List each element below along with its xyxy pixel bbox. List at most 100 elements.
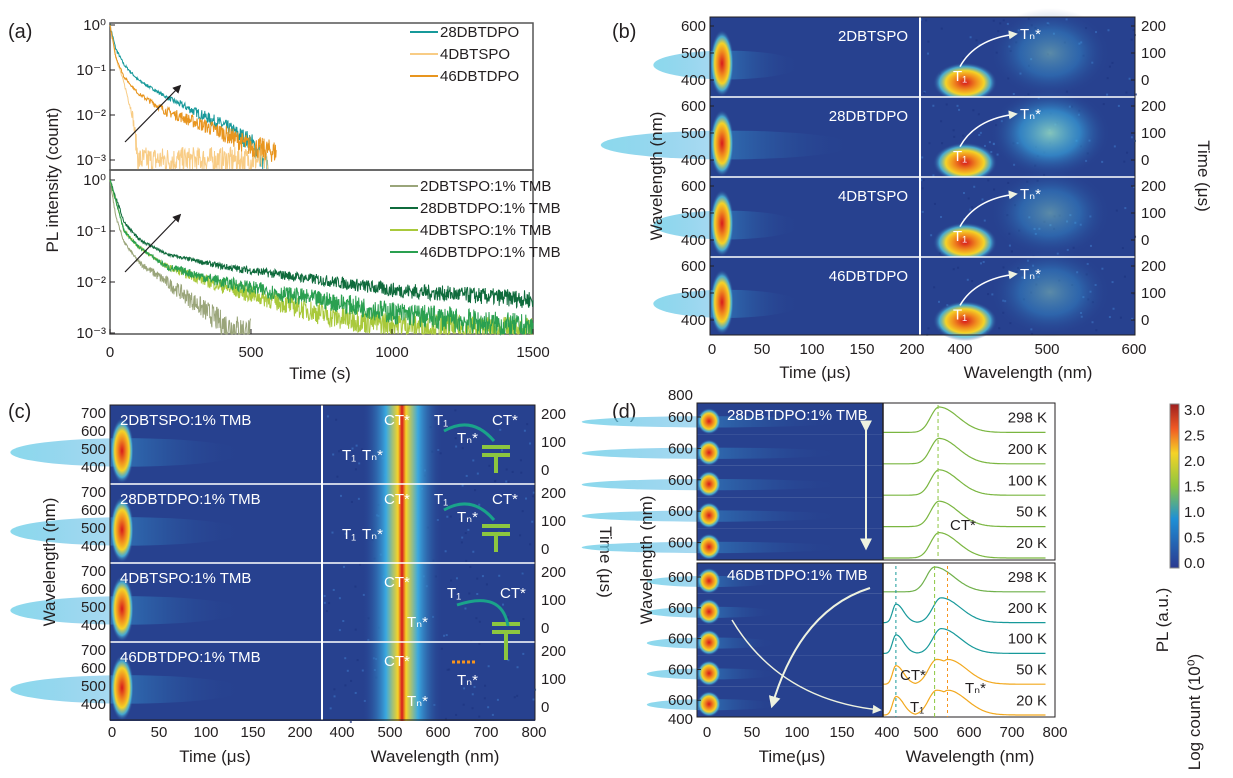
heatmap-noise [927, 40, 930, 43]
heatmap-t1-emission [933, 62, 997, 103]
heatmap-noise [476, 577, 479, 580]
spectrum-line [883, 532, 1046, 559]
heatmap-noise [354, 585, 357, 588]
heatmap-noise [443, 634, 446, 637]
colorbar-title: PL (a.u.) [1153, 588, 1172, 653]
y-tick-label-right: 0 [1141, 312, 1149, 329]
transition-arrow [959, 190, 1018, 227]
y-tick-label: 500 [81, 599, 106, 616]
spectrum-line [883, 406, 1046, 433]
heatmap-noise [921, 187, 924, 190]
heatmap-noise [966, 278, 969, 281]
heatmap-noise [987, 179, 990, 182]
spectrum-cell [883, 563, 1055, 594]
y-tick-label: 500 [81, 441, 106, 458]
heatmap-hotspot [697, 598, 721, 625]
heatmap-noise [474, 489, 477, 492]
x-axis-title-right: Wavelength (nm) [964, 363, 1093, 382]
temperature-label: 100 K [1008, 472, 1047, 489]
heatmap-noise [980, 262, 983, 265]
y-tick-label: 400 [681, 312, 706, 329]
heatmap-noise [344, 532, 347, 535]
y-tick-label: 10⁰ [83, 17, 106, 34]
y-tick-label-right: 0 [541, 541, 549, 558]
y-axis-title: Wavelength (nm) [637, 496, 656, 625]
heatmap-noise [987, 293, 990, 296]
row-label: 2DBTSPO:1% TMB [120, 412, 251, 429]
heatmap-noise [343, 565, 346, 568]
y-tick-label: 700 [81, 642, 106, 659]
heatmap-noise [338, 629, 341, 632]
heatmap-tn-emission [990, 88, 1110, 178]
heatmap-hotspot [697, 439, 721, 466]
heatmap-ct-band [362, 642, 442, 721]
heatmap-noise [332, 588, 335, 591]
heatmap-noise [467, 528, 470, 531]
y-tick-label: 10⁻¹ [76, 62, 106, 79]
heatmap-noise [356, 659, 359, 662]
legend-label: 28DBTDPO [440, 24, 519, 41]
y-tick-label-right: 200 [541, 643, 566, 660]
heatmap-noise [962, 134, 965, 137]
heatmap-noise [923, 90, 926, 93]
heatmap-noise [1130, 38, 1133, 41]
heatmap-noise [339, 449, 342, 452]
heatmap-noise [459, 518, 462, 521]
heatmap-noise [937, 300, 940, 303]
x-tick-label: 500 [1034, 341, 1059, 358]
heatmap-noise [461, 484, 464, 487]
heatmap-noise [349, 720, 352, 723]
y-tick-label: 700 [81, 563, 106, 580]
heatmap-noise [529, 442, 532, 445]
heatmap-noise [336, 475, 339, 478]
heatmap-noise [465, 559, 468, 562]
heatmap-noise [513, 696, 516, 699]
colorbar-tick-label: 1.5 [1184, 479, 1205, 496]
heatmap-noise [446, 668, 449, 671]
heatmap-noise [526, 423, 529, 426]
x-tick-label: 400 [947, 341, 972, 358]
heatmap-noise [342, 620, 345, 623]
heatmap-noise [488, 464, 491, 467]
legend-label: 4DBTSPO:1% TMB [420, 222, 551, 239]
heatmap-noise [350, 500, 353, 503]
heatmap-noise [499, 428, 502, 431]
heatmap-hotspot [697, 533, 721, 560]
y-tick-label: 10⁻³ [76, 325, 106, 342]
spectrum-line [883, 597, 1046, 624]
heatmap-noise [455, 577, 458, 580]
heatmap-noise [460, 541, 463, 544]
heatmap-hotspot [697, 502, 721, 529]
annotation-t1: T₁ [953, 148, 967, 165]
heatmap-noise [1106, 93, 1109, 96]
y-tick-label-right: 200 [1141, 98, 1166, 115]
heatmap-noise [1111, 281, 1114, 284]
x-tick-label: 50 [151, 724, 168, 741]
heatmap-noise [1130, 136, 1133, 139]
y-tick-label: 600 [681, 258, 706, 275]
heatmap-noise [481, 575, 484, 578]
x-tick-label: 50 [754, 341, 771, 358]
heatmap-noise [498, 574, 501, 577]
heatmap-ct-band [362, 405, 442, 484]
heatmap-noise [927, 52, 930, 55]
plot-frame-d [696, 562, 1056, 718]
x-tick-label: 200 [287, 724, 312, 741]
heatmap-noise [522, 618, 525, 621]
annotation-t1: T₁ [434, 412, 448, 429]
y-tick-label: 600 [668, 661, 693, 678]
heatmap-noise [920, 179, 923, 182]
x-tick-label: 700 [473, 724, 498, 741]
y-tick-label: 400 [81, 617, 106, 634]
annotation-tn: Tₙ* [457, 672, 478, 689]
heatmap-hotspot [110, 575, 134, 642]
transfer-arrow [443, 423, 496, 442]
y-tick-label-right: 0 [1141, 152, 1149, 169]
heatmap-noise [335, 418, 338, 421]
heatmap-noise [462, 703, 465, 706]
energy-level [482, 445, 510, 449]
heatmap-noise [962, 192, 965, 195]
heatmap-noise [958, 108, 961, 111]
group-label: 46DBTDPO:1% TMB [727, 567, 868, 584]
heatmap-noise [993, 188, 996, 191]
